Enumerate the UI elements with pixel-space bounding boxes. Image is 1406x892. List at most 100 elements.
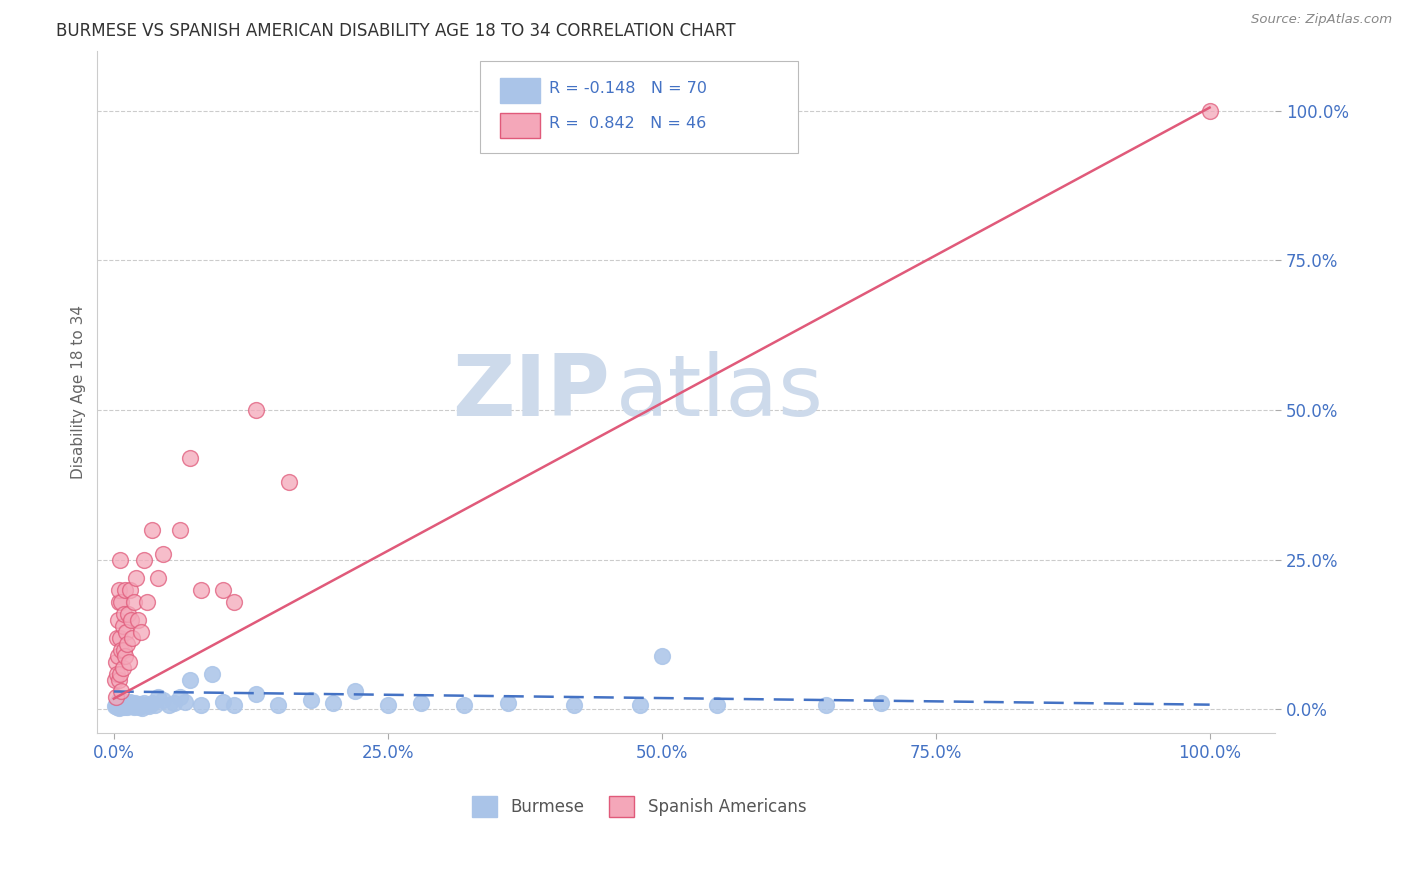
Point (104, 699, 127, 714)
Y-axis label: Disability Age 18 to 34: Disability Age 18 to 34 (72, 305, 86, 479)
Point (110, 666, 132, 681)
Point (110, 642, 132, 657)
Point (120, 582, 142, 597)
Point (152, 547, 174, 561)
Point (127, 698, 149, 712)
Point (125, 571, 148, 585)
Point (104, 690, 127, 705)
Point (141, 697, 163, 711)
Point (169, 523, 191, 537)
Point (377, 698, 399, 712)
Point (152, 693, 174, 707)
Point (117, 699, 139, 714)
Point (107, 648, 129, 663)
Point (104, 673, 127, 687)
Point (108, 698, 131, 713)
Point (120, 699, 142, 714)
Point (179, 673, 201, 687)
Point (212, 582, 235, 597)
Point (135, 594, 157, 608)
Point (138, 699, 160, 714)
Point (157, 698, 180, 712)
Point (135, 698, 157, 712)
Point (112, 698, 135, 712)
Point (322, 697, 344, 711)
Point (115, 698, 138, 712)
Point (112, 700, 135, 714)
Point (118, 697, 141, 711)
Point (1198, 103, 1220, 118)
Point (114, 648, 136, 663)
Point (111, 695, 134, 709)
Point (146, 690, 169, 705)
Point (131, 700, 153, 714)
Point (128, 700, 150, 714)
Point (201, 666, 224, 681)
Point (169, 690, 191, 705)
Point (120, 695, 142, 709)
Point (110, 631, 132, 645)
Point (108, 693, 131, 707)
Point (110, 699, 132, 714)
Point (278, 475, 301, 489)
FancyBboxPatch shape (501, 113, 540, 138)
Point (120, 613, 142, 627)
Point (110, 552, 132, 566)
FancyBboxPatch shape (481, 61, 799, 153)
Point (190, 582, 212, 597)
Point (104, 698, 127, 712)
Point (409, 697, 432, 711)
Point (129, 624, 152, 639)
Point (245, 403, 267, 417)
Point (134, 552, 156, 566)
Legend: Burmese, Spanish Americans: Burmese, Spanish Americans (465, 789, 813, 823)
Point (125, 698, 148, 713)
Point (120, 698, 142, 713)
Point (117, 607, 139, 621)
Text: R = -0.148   N = 70: R = -0.148 N = 70 (548, 81, 707, 95)
Text: Source: ZipAtlas.com: Source: ZipAtlas.com (1251, 13, 1392, 27)
Point (111, 618, 134, 632)
Point (190, 698, 212, 712)
Point (105, 700, 128, 714)
Point (224, 698, 246, 712)
Point (145, 698, 167, 713)
Point (129, 697, 152, 711)
Text: ZIP: ZIP (453, 351, 610, 434)
Point (111, 698, 134, 713)
Point (107, 695, 129, 709)
Point (498, 697, 520, 711)
Point (141, 523, 163, 537)
Point (114, 695, 136, 709)
Point (815, 698, 838, 712)
Point (114, 582, 136, 597)
Point (212, 695, 235, 709)
Point (562, 698, 585, 712)
Text: atlas: atlas (616, 351, 824, 434)
Point (110, 696, 132, 710)
Point (108, 594, 131, 608)
Point (245, 688, 267, 702)
Point (267, 698, 290, 712)
Point (115, 624, 138, 639)
Point (105, 631, 128, 645)
Point (651, 648, 673, 663)
Point (132, 698, 155, 713)
Point (453, 698, 475, 712)
Point (111, 660, 134, 674)
Point (129, 698, 152, 713)
Point (343, 684, 366, 698)
Point (146, 571, 169, 585)
Point (115, 636, 138, 650)
Point (107, 698, 129, 713)
Point (110, 684, 132, 698)
Point (134, 697, 156, 711)
Point (112, 642, 135, 657)
Point (127, 613, 149, 627)
Point (121, 631, 143, 645)
Point (121, 698, 143, 712)
Text: R =  0.842   N = 46: R = 0.842 N = 46 (548, 116, 706, 131)
Point (112, 607, 135, 621)
Point (108, 700, 131, 714)
Point (108, 582, 131, 597)
